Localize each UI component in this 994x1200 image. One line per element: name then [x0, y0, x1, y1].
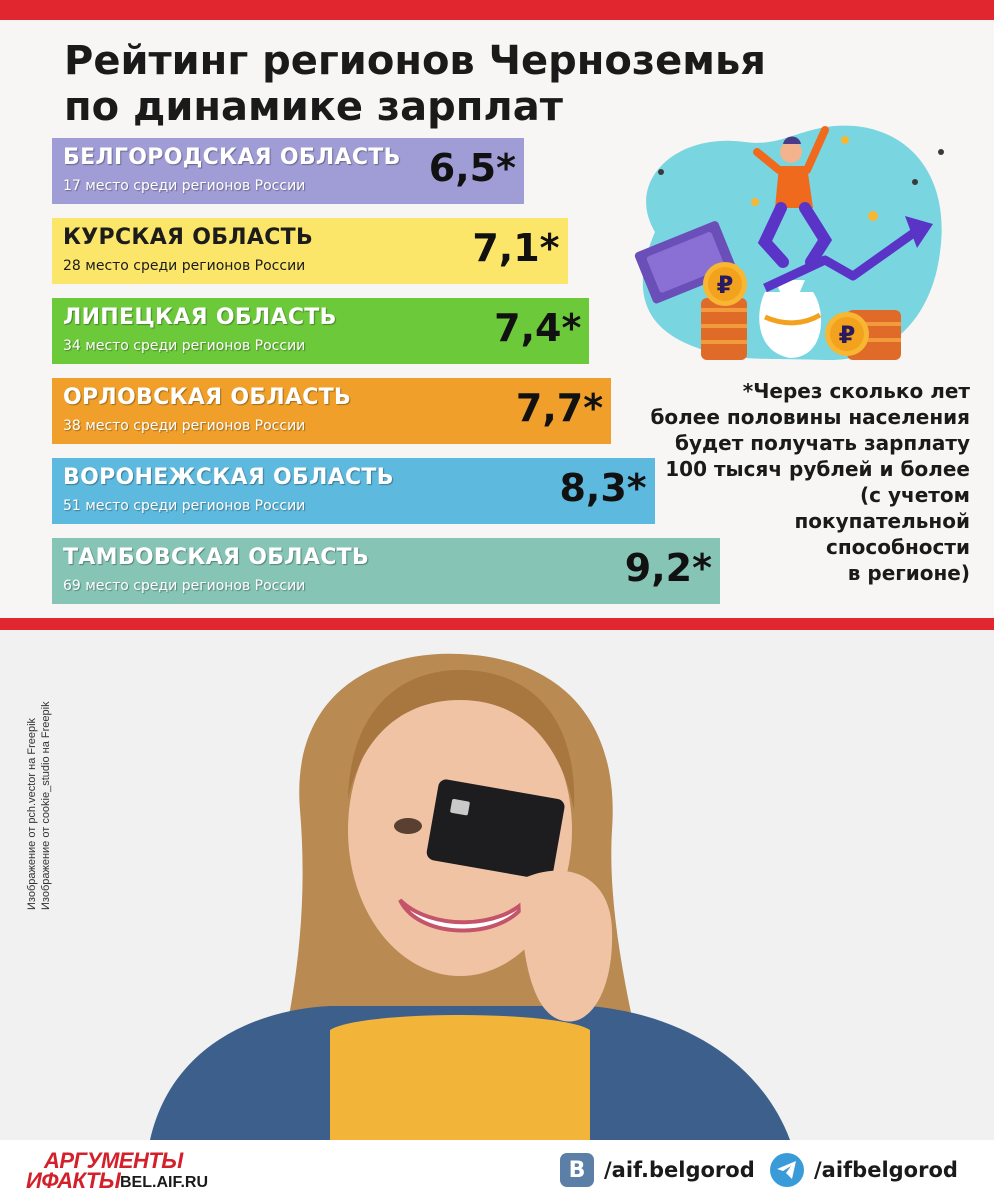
telegram-icon[interactable]: [770, 1153, 804, 1187]
bar-1: БЕЛГОРОДСКАЯ ОБЛАСТЬ 17 место среди регио…: [52, 138, 524, 204]
title-line-1: Рейтинг регионов Черноземья: [64, 38, 766, 84]
photo-woman-with-card: [0, 630, 994, 1140]
social-vk[interactable]: B /aif.belgorod: [560, 1152, 755, 1188]
sparkles: [658, 136, 944, 221]
logo-site-link[interactable]: BEL.AIF.RU: [120, 1174, 208, 1191]
region-name: КУРСКАЯ ОБЛАСТЬ: [63, 225, 314, 250]
region-name: ОРЛОВСКАЯ ОБЛАСТЬ: [63, 385, 352, 410]
region-rank: 34 место среди регионов России: [63, 338, 306, 354]
footnote-line: способности: [826, 535, 970, 559]
footnote-line: покупательной: [794, 509, 970, 533]
vk-icon-glyph: B: [568, 1157, 586, 1183]
region-name: ТАМБОВСКАЯ ОБЛАСТЬ: [63, 545, 370, 570]
bar-6: ТАМБОВСКАЯ ОБЛАСТЬ 69 место среди регионо…: [52, 538, 720, 604]
jumping-man: [753, 126, 833, 268]
social-telegram[interactable]: /aifbelgorod: [770, 1152, 958, 1188]
footnote: *Через сколько лет более половины населе…: [640, 378, 970, 586]
bar-3: ЛИПЕЦКАЯ ОБЛАСТЬ 34 место среди регионов …: [52, 298, 590, 364]
mid-red-band: [0, 618, 994, 630]
region-rank: 28 место среди регионов России: [63, 258, 306, 274]
top-red-band: [0, 0, 994, 20]
ruble-sign-left: ₽: [717, 271, 734, 299]
banknotes: [634, 221, 737, 304]
footnote-line: в регионе): [847, 561, 970, 585]
telegram-plane-icon: [777, 1161, 796, 1179]
logo-line-2: ИФАКТЫ: [26, 1168, 121, 1193]
value-label: 7,1*: [472, 226, 560, 270]
region-rank: 38 место среди регионов России: [63, 418, 306, 434]
bar-2: КУРСКАЯ ОБЛАСТЬ 28 место среди регионов Р…: [52, 218, 568, 284]
money-growth-illustration: ₽ ₽: [634, 125, 944, 361]
vk-link[interactable]: /aif.belgorod: [604, 1158, 755, 1182]
footnote-line: (с учетом: [860, 483, 970, 507]
logo-line-1: АРГУМЕНТЫ: [44, 1148, 183, 1173]
bar-5: ВОРОНЕЖСКАЯ ОБЛАСТЬ 51 место среди регион…: [52, 458, 655, 524]
aif-logo[interactable]: АРГУМЕНТЫ ИФАКТЫ BEL.AIF.RU: [26, 1148, 236, 1193]
footnote-line: будет получать зарплату: [675, 431, 970, 455]
region-rank: 17 место среди регионов России: [63, 178, 306, 194]
value-label: 6,5*: [428, 146, 516, 190]
ruble-coin-right: ₽: [825, 312, 869, 356]
region-rank: 51 место среди регионов России: [63, 498, 306, 514]
money-bag: [759, 280, 822, 358]
title-line-2: по динамике зарплат: [64, 84, 563, 130]
vk-icon[interactable]: B: [560, 1153, 594, 1187]
photo-credits: Изображение от pch.vector на Freepik Изо…: [24, 660, 54, 920]
page-title: Рейтинг регионов Черноземья по динамике …: [64, 38, 784, 130]
credit-line-1: Изображение от pch.vector на Freepik: [26, 717, 38, 910]
value-label: 8,3*: [559, 466, 647, 510]
ruble-coin-left: ₽: [703, 262, 747, 306]
value-label: 9,2*: [624, 546, 712, 590]
growth-arrow: [763, 216, 933, 293]
region-name: БЕЛГОРОДСКАЯ ОБЛАСТЬ: [63, 145, 401, 170]
footnote-line: *Через сколько лет: [742, 379, 970, 403]
bar-4: ОРЛОВСКАЯ ОБЛАСТЬ 38 место среди регионов…: [52, 378, 612, 444]
footnote-line: 100 тысяч рублей и более: [665, 457, 970, 481]
value-label: 7,7*: [515, 386, 604, 430]
region-name: ВОРОНЕЖСКАЯ ОБЛАСТЬ: [63, 465, 394, 490]
region-name: ЛИПЕЦКАЯ ОБЛАСТЬ: [63, 305, 337, 330]
footer: [0, 1140, 994, 1200]
ruble-sign-right: ₽: [839, 321, 856, 349]
photo-illustration: [0, 630, 994, 1140]
credit-line-2: Изображение от cookie_studio на Freepik: [40, 701, 52, 910]
footnote-line: более половины населения: [650, 405, 970, 429]
value-label: 7,4*: [494, 306, 582, 350]
region-rank: 69 место среди регионов России: [63, 578, 306, 594]
telegram-link[interactable]: /aifbelgorod: [814, 1158, 958, 1182]
coin-stack-left: [701, 298, 747, 360]
